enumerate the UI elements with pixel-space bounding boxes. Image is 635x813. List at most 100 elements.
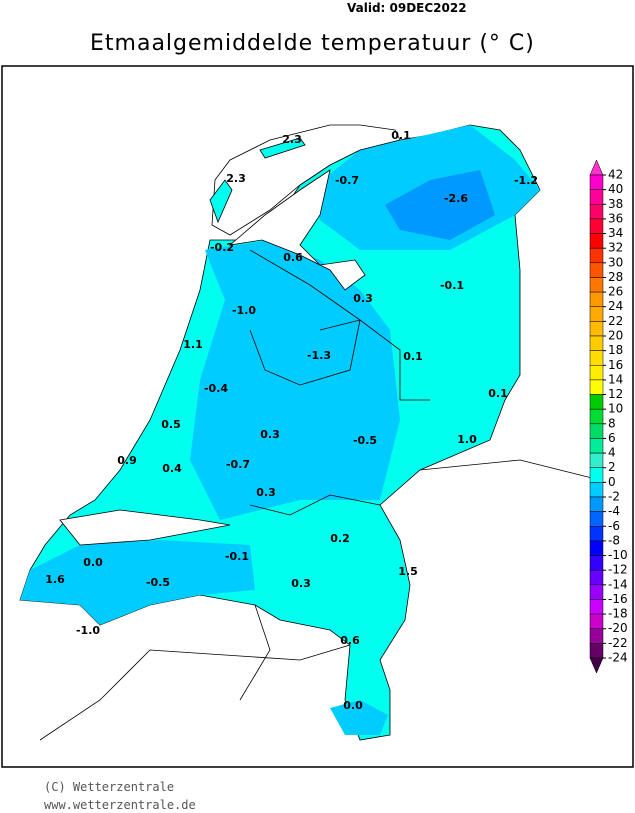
station-value: -0.1 bbox=[225, 550, 249, 563]
station-value: 1.0 bbox=[457, 433, 477, 446]
legend-label: 34 bbox=[608, 226, 623, 240]
legend-band bbox=[589, 291, 604, 307]
legend-band bbox=[589, 643, 604, 659]
station-value: 0.9 bbox=[117, 454, 137, 467]
legend-band bbox=[589, 482, 604, 498]
legend-band bbox=[589, 379, 604, 395]
legend-band bbox=[589, 467, 604, 483]
legend-label: 6 bbox=[608, 431, 616, 445]
legend-band bbox=[589, 262, 604, 278]
copyright: (C) Wetterzentrale bbox=[44, 780, 174, 794]
title: Etmaalgemiddelde temperatuur (° C) bbox=[90, 31, 535, 56]
station-value: 0.3 bbox=[260, 428, 280, 441]
border bbox=[39, 249, 601, 741]
station-value: 0.1 bbox=[391, 129, 411, 142]
legend-band bbox=[589, 584, 604, 600]
station-value: 0.0 bbox=[343, 699, 363, 712]
station-value: 1.6 bbox=[45, 573, 65, 586]
legend-label: 10 bbox=[608, 402, 623, 416]
station-value: 0.2 bbox=[330, 532, 350, 545]
station-value: -0.2 bbox=[210, 241, 234, 254]
station-value: 0.4 bbox=[162, 462, 182, 475]
legend-label: -16 bbox=[608, 592, 628, 606]
station-value: -1.3 bbox=[307, 349, 331, 362]
cold-region bbox=[190, 240, 400, 520]
legend-label: -6 bbox=[608, 519, 620, 533]
legend-label: -24 bbox=[608, 651, 628, 665]
legend-band bbox=[589, 628, 604, 644]
legend-band bbox=[589, 452, 604, 468]
legend-label: -18 bbox=[608, 607, 628, 621]
lake bbox=[228, 169, 366, 291]
station-value: -1.0 bbox=[232, 304, 256, 317]
legend-band bbox=[589, 394, 604, 410]
legend-label: 36 bbox=[608, 211, 623, 225]
legend-band bbox=[589, 569, 604, 586]
cold-region bbox=[20, 540, 255, 625]
estuary bbox=[59, 509, 231, 546]
legend-label: 22 bbox=[608, 314, 623, 328]
station-value: -0.7 bbox=[226, 458, 250, 471]
legend-band bbox=[589, 555, 604, 571]
legend-band bbox=[589, 277, 604, 293]
legend-label: 18 bbox=[608, 343, 623, 357]
legend-band bbox=[589, 247, 604, 264]
station-value: 1.1 bbox=[183, 338, 203, 351]
valid-date: Valid: 09DEC2022 bbox=[347, 1, 467, 15]
legend-band bbox=[589, 438, 604, 454]
station-value: 0.1 bbox=[488, 387, 508, 400]
station-value: -0.7 bbox=[335, 174, 359, 187]
legend-band bbox=[589, 321, 604, 337]
station-value: -0.5 bbox=[146, 576, 170, 589]
legend-band bbox=[589, 350, 604, 366]
legend-label: -20 bbox=[608, 621, 628, 635]
legend-band bbox=[589, 335, 604, 351]
legend-band bbox=[589, 511, 604, 527]
legend-label: 14 bbox=[608, 372, 623, 386]
station-value: -0.1 bbox=[440, 279, 464, 292]
legend-arrow bbox=[589, 657, 604, 674]
legend-label: 40 bbox=[608, 182, 623, 196]
station-value: 1.5 bbox=[398, 565, 418, 578]
legend-label: 8 bbox=[608, 416, 616, 430]
legend-label: 26 bbox=[608, 285, 623, 299]
cold-region bbox=[330, 700, 388, 735]
legend-band bbox=[589, 540, 604, 556]
station-value: 2.3 bbox=[226, 172, 246, 185]
station-value: -1.2 bbox=[514, 174, 538, 187]
wadden-sea bbox=[211, 124, 401, 236]
station-value: 0.3 bbox=[291, 577, 311, 590]
legend-label: -8 bbox=[608, 533, 620, 547]
legend-label: 16 bbox=[608, 358, 623, 372]
legend-label: 0 bbox=[608, 475, 616, 489]
legend-label: 28 bbox=[608, 270, 623, 284]
legend-label: -2 bbox=[608, 490, 620, 504]
legend-label: 12 bbox=[608, 387, 623, 401]
legend-label: 42 bbox=[608, 168, 623, 182]
legend-band bbox=[589, 599, 604, 615]
legend-label: -10 bbox=[608, 548, 628, 562]
legend-label: 38 bbox=[608, 197, 623, 211]
legend-label: 4 bbox=[608, 446, 616, 460]
legend-label: 32 bbox=[608, 241, 623, 255]
legend-band bbox=[589, 496, 604, 512]
station-value: 0.1 bbox=[403, 350, 423, 363]
legend-band bbox=[589, 174, 604, 190]
legend-band bbox=[589, 218, 604, 234]
very-cold-region bbox=[385, 170, 495, 240]
station-value: -0.4 bbox=[204, 382, 228, 395]
legend-band bbox=[589, 423, 604, 439]
station-value: 0.6 bbox=[340, 634, 360, 647]
legend-label: -14 bbox=[608, 577, 628, 591]
legend-band bbox=[589, 408, 604, 425]
station-value: 0.6 bbox=[283, 251, 303, 264]
legend-band bbox=[589, 613, 604, 629]
station-value: -2.6 bbox=[444, 192, 468, 205]
legend-label: -22 bbox=[608, 636, 628, 650]
legend-band bbox=[589, 365, 604, 381]
legend-band bbox=[589, 233, 604, 249]
legend-label: 30 bbox=[608, 255, 623, 269]
station-value: 2.3 bbox=[282, 133, 302, 146]
